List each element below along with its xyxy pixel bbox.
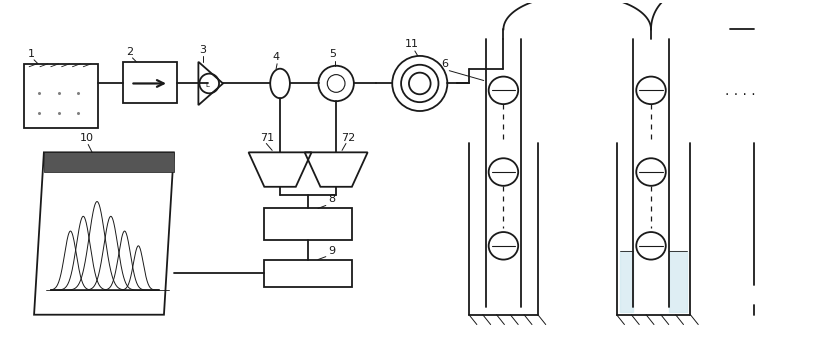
Text: 5: 5 [329, 49, 337, 59]
Bar [264, 209, 352, 240]
Text: 71: 71 [260, 133, 275, 143]
Polygon shape [34, 152, 174, 315]
Text: 8: 8 [328, 195, 335, 204]
Text: 11: 11 [405, 39, 419, 49]
Text: 9: 9 [328, 246, 335, 256]
Text: . . . .: . . . . [725, 84, 755, 98]
Text: 1: 1 [28, 49, 35, 59]
Text: 10: 10 [80, 133, 94, 143]
Text: 4: 4 [272, 52, 280, 62]
Text: 72: 72 [341, 133, 355, 143]
Text: 3: 3 [199, 45, 207, 55]
Bar [123, 62, 176, 103]
Bar [24, 64, 98, 128]
Bar [264, 260, 352, 287]
Text: L: L [205, 82, 209, 88]
Text: 6: 6 [441, 59, 449, 69]
Polygon shape [44, 152, 174, 172]
Text: 2: 2 [127, 47, 133, 57]
